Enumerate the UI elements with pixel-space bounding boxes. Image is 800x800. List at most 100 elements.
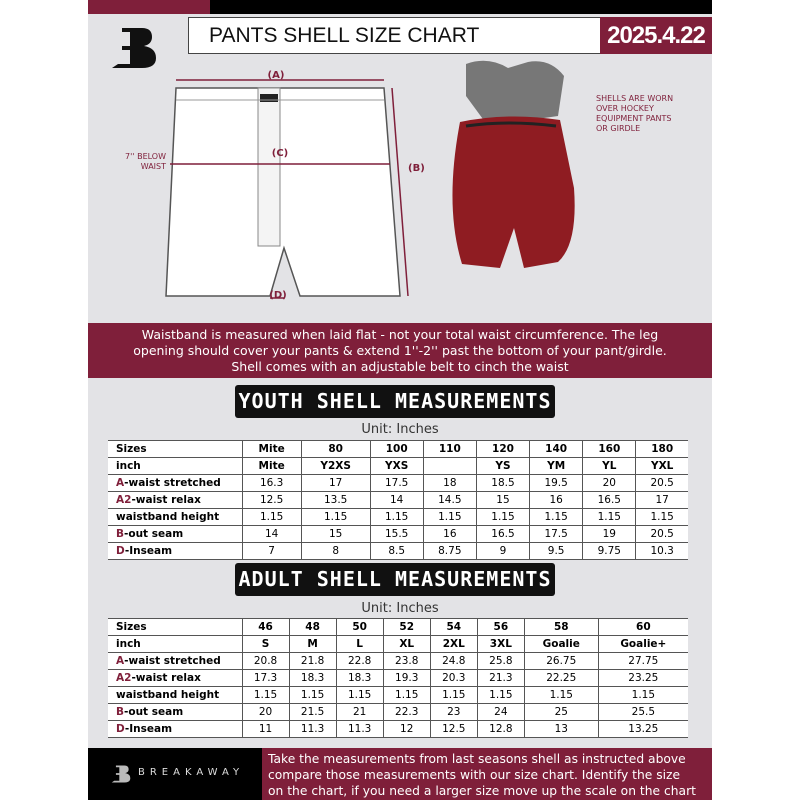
footer-line: on the chart, if you need a larger size …	[268, 784, 696, 798]
table-cell: 100	[369, 440, 424, 458]
table-cell: 15.5	[369, 525, 424, 543]
table-cell: 16.3	[241, 474, 302, 492]
table-cell: 1.15	[241, 508, 302, 526]
table-cell: 1.15	[335, 686, 384, 704]
table-cell: 1.15	[475, 508, 530, 526]
table-row: D-Inseam 7 8 8.5 8.75 9 9.5 9.75 10.3	[108, 542, 688, 560]
table-cell: 12	[382, 720, 431, 738]
table-row: B-out seam 20 21.5 21 22.3 23 24 25 25.5	[108, 703, 688, 721]
table-cell: S	[241, 635, 290, 653]
table-cell: Y2XS	[300, 457, 371, 475]
table-row: A-waist stretched 20.8 21.8 22.8 23.8 24.8 25.…	[108, 652, 688, 670]
row-label: inch	[108, 457, 242, 475]
table-cell: 17.3	[241, 669, 290, 687]
measure-code: B	[116, 706, 125, 718]
table-row: D-Inseam 11 11.3 11.3 12 12.5 12.8 13 13.25	[108, 720, 688, 738]
table-cell: 1.15	[635, 508, 688, 526]
measure-code: A2	[116, 672, 132, 684]
table-cell: 11.3	[335, 720, 384, 738]
table-cell: 16	[529, 491, 583, 509]
table-cell: 19.5	[529, 474, 583, 492]
row-label: inch	[108, 635, 242, 653]
table-cell: 23	[429, 703, 478, 721]
label-c: (C)	[272, 148, 288, 159]
row-label: Sizes	[108, 618, 242, 636]
table-cell: Mite	[241, 440, 302, 458]
table-cell: M	[288, 635, 337, 653]
label-a: (A)	[268, 70, 285, 81]
label-b: (B)	[408, 163, 425, 174]
table-cell: 15	[475, 491, 530, 509]
table-cell: 12.5	[241, 491, 302, 509]
table-cell: 21.8	[288, 652, 337, 670]
table-cell: 14	[369, 491, 424, 509]
adult-section-title: ADULT SHELL MEASUREMENTS	[235, 563, 555, 596]
table-cell: Goalie	[523, 635, 599, 653]
footer-instructions: Take the measurements from last seasons …	[262, 748, 712, 800]
measure-label: -out seam	[124, 706, 184, 718]
table-cell: 1.15	[597, 686, 688, 704]
table-cell: 17	[300, 474, 371, 492]
table-cell: 2XL	[429, 635, 478, 653]
top-bar-accent	[88, 0, 210, 14]
info-line: Shell comes with an adjustable belt to c…	[231, 359, 569, 374]
measure-code: A2	[116, 494, 132, 506]
breakaway-logo-icon	[111, 765, 131, 783]
table-cell: 20.5	[635, 474, 688, 492]
table-cell: 25	[523, 703, 599, 721]
info-band: Waistband is measured when laid flat - n…	[88, 323, 712, 378]
table-cell: 54	[429, 618, 478, 636]
table-cell: YXS	[369, 457, 424, 475]
measure-code: D	[116, 723, 125, 735]
measure-code: A	[116, 655, 125, 667]
table-row: waistband height 1.15 1.15 1.15 1.15 1.15 1.15…	[108, 686, 688, 704]
table-cell: 20	[582, 474, 636, 492]
row-label: waistband height	[108, 686, 242, 704]
table-cell: 8.5	[369, 542, 424, 560]
table-cell: 16.5	[582, 491, 636, 509]
table-cell: 18.3	[288, 669, 337, 687]
table-cell: 25.8	[476, 652, 525, 670]
table-cell: 17.5	[529, 525, 583, 543]
table-row: waistband height 1.15 1.15 1.15 1.15 1.15 1.15…	[108, 508, 688, 526]
table-cell: 24.8	[429, 652, 478, 670]
row-label: B-out seam	[108, 703, 242, 721]
date-badge: 2025.4.22	[600, 17, 712, 54]
info-line: Waistband is measured when laid flat - n…	[141, 327, 659, 342]
measure-label: -waist stretched	[124, 477, 221, 489]
row-label: D-Inseam	[108, 542, 242, 560]
youth-size-table: Sizes Mite 80 100 110 120 140 160 180 inch Mite Y2X…	[108, 440, 688, 560]
table-cell: 20.3	[429, 669, 478, 687]
table-cell: 17.5	[369, 474, 424, 492]
table-cell: 18.5	[475, 474, 530, 492]
adult-size-table: Sizes 46 48 50 52 54 56 58 60 inch S M L XL 2XL 3XL Goal…	[108, 618, 688, 738]
table-cell	[422, 457, 477, 475]
table-cell: 21.3	[476, 669, 525, 687]
table-cell: 27.75	[597, 652, 688, 670]
table-row: A2-waist relax 17.3 18.3 18.3 19.3 20.3 21.3 22…	[108, 669, 688, 687]
page-title: PANTS SHELL SIZE CHART	[209, 24, 480, 47]
table-cell: L	[335, 635, 384, 653]
table-row: B-out seam 14 15 15.5 16 16.5 17.5 19 20.5	[108, 525, 688, 543]
table-cell: 1.15	[582, 508, 636, 526]
table-cell: 1.15	[523, 686, 599, 704]
youth-unit: Unit: Inches	[361, 422, 439, 437]
table-cell: 50	[335, 618, 384, 636]
table-cell: 23.8	[382, 652, 431, 670]
top-bar	[210, 0, 712, 14]
table-cell: 9	[475, 542, 530, 560]
table-cell: 13.25	[597, 720, 688, 738]
measure-label: Sizes	[116, 443, 147, 455]
info-line: opening should cover your pants & extend…	[133, 343, 667, 358]
table-cell: 22.25	[523, 669, 599, 687]
table-cell: 3XL	[476, 635, 525, 653]
table-row: inch Mite Y2XS YXS YS YM YL YXL	[108, 457, 688, 475]
table-cell: 1.15	[300, 508, 371, 526]
table-cell: 9.5	[529, 542, 583, 560]
measure-code: A	[116, 477, 125, 489]
table-cell: Goalie+	[597, 635, 688, 653]
label-d: (D)	[269, 290, 286, 301]
shell-note: SHELLS ARE WORN OVER HOCKEY EQUIPMENT PA…	[596, 94, 674, 133]
measure-label: -Inseam	[124, 545, 173, 557]
table-cell: YM	[529, 457, 583, 475]
